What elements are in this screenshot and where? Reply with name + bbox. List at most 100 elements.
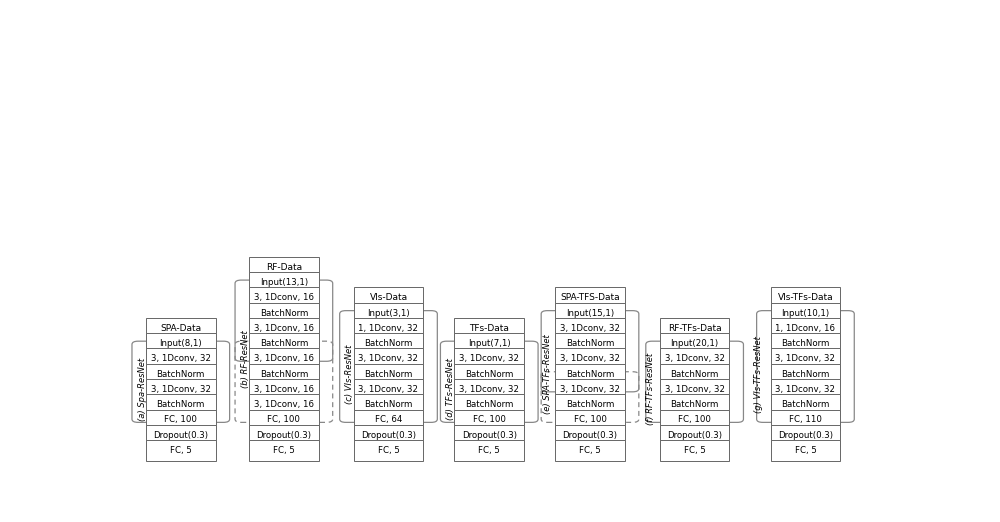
Text: 3, 1Dconv, 32: 3, 1Dconv, 32 (560, 354, 620, 363)
Text: 3, 1Dconv, 16: 3, 1Dconv, 16 (254, 354, 314, 363)
Text: 3, 1Dconv, 32: 3, 1Dconv, 32 (665, 354, 725, 363)
Text: BatchNorm: BatchNorm (260, 339, 308, 348)
Text: 3, 1Dconv, 32: 3, 1Dconv, 32 (459, 385, 519, 394)
FancyBboxPatch shape (454, 425, 524, 446)
Text: Input(20,1): Input(20,1) (671, 339, 719, 348)
Text: FC, 100: FC, 100 (473, 416, 506, 424)
FancyBboxPatch shape (771, 410, 840, 431)
FancyBboxPatch shape (146, 318, 216, 339)
Text: 3, 1Dconv, 32: 3, 1Dconv, 32 (459, 354, 519, 363)
FancyBboxPatch shape (354, 303, 423, 324)
FancyBboxPatch shape (146, 410, 216, 431)
FancyBboxPatch shape (660, 410, 729, 431)
FancyBboxPatch shape (771, 379, 840, 400)
Text: FC, 100: FC, 100 (164, 416, 197, 424)
FancyBboxPatch shape (771, 318, 840, 339)
Text: BatchNorm: BatchNorm (157, 400, 205, 409)
FancyBboxPatch shape (146, 394, 216, 415)
FancyBboxPatch shape (555, 318, 625, 339)
Text: (e) SPA-TFs-ResNet: (e) SPA-TFs-ResNet (543, 334, 552, 414)
Text: FC, 100: FC, 100 (574, 416, 606, 424)
FancyBboxPatch shape (454, 318, 524, 339)
Text: FC, 5: FC, 5 (170, 446, 192, 455)
FancyBboxPatch shape (249, 364, 319, 385)
FancyBboxPatch shape (146, 348, 216, 370)
Text: Dropout(0.3): Dropout(0.3) (462, 431, 517, 440)
FancyBboxPatch shape (354, 410, 423, 431)
FancyBboxPatch shape (454, 348, 524, 370)
FancyBboxPatch shape (454, 379, 524, 400)
FancyBboxPatch shape (249, 303, 319, 324)
FancyBboxPatch shape (771, 364, 840, 385)
Text: TFs-Data: TFs-Data (469, 324, 509, 333)
FancyBboxPatch shape (354, 348, 423, 370)
Text: FC, 5: FC, 5 (795, 446, 816, 455)
Text: BatchNorm: BatchNorm (260, 309, 308, 317)
Text: Dropout(0.3): Dropout(0.3) (361, 431, 416, 440)
Text: Input(8,1): Input(8,1) (159, 339, 202, 348)
Text: (c) VIs-ResNet: (c) VIs-ResNet (345, 345, 354, 404)
Text: BatchNorm: BatchNorm (566, 370, 614, 378)
Text: 3, 1Dconv, 16: 3, 1Dconv, 16 (254, 324, 314, 333)
FancyBboxPatch shape (454, 394, 524, 415)
FancyBboxPatch shape (249, 348, 319, 370)
Text: VIs-TFs-Data: VIs-TFs-Data (778, 293, 833, 302)
Text: VIs-Data: VIs-Data (369, 293, 408, 302)
Text: BatchNorm: BatchNorm (781, 400, 830, 409)
FancyBboxPatch shape (249, 272, 319, 293)
FancyBboxPatch shape (660, 318, 729, 339)
Text: 3, 1Dconv, 32: 3, 1Dconv, 32 (560, 324, 620, 333)
FancyBboxPatch shape (660, 394, 729, 415)
Text: FC, 5: FC, 5 (684, 446, 706, 455)
FancyBboxPatch shape (354, 318, 423, 339)
Text: Input(13,1): Input(13,1) (260, 278, 308, 287)
Text: 3, 1Dconv, 32: 3, 1Dconv, 32 (151, 354, 211, 363)
FancyBboxPatch shape (555, 379, 625, 400)
FancyBboxPatch shape (249, 410, 319, 431)
FancyBboxPatch shape (771, 303, 840, 324)
FancyBboxPatch shape (771, 425, 840, 446)
Text: FC, 100: FC, 100 (267, 416, 300, 424)
Text: Dropout(0.3): Dropout(0.3) (667, 431, 722, 440)
Text: (f) RF-TFs-ResNet: (f) RF-TFs-ResNet (646, 353, 655, 425)
Text: BatchNorm: BatchNorm (670, 400, 719, 409)
Text: BatchNorm: BatchNorm (157, 370, 205, 378)
Text: BatchNorm: BatchNorm (260, 370, 308, 378)
Text: (a) Spa-ResNet: (a) Spa-ResNet (138, 358, 147, 421)
FancyBboxPatch shape (555, 348, 625, 370)
FancyBboxPatch shape (454, 333, 524, 354)
Text: BatchNorm: BatchNorm (781, 370, 830, 378)
Text: RF-TFs-Data: RF-TFs-Data (668, 324, 721, 333)
FancyBboxPatch shape (249, 287, 319, 308)
FancyBboxPatch shape (146, 364, 216, 385)
Text: 3, 1Dconv, 32: 3, 1Dconv, 32 (775, 354, 835, 363)
FancyBboxPatch shape (660, 348, 729, 370)
Text: FC, 100: FC, 100 (678, 416, 711, 424)
Text: Dropout(0.3): Dropout(0.3) (153, 431, 208, 440)
Text: Input(15,1): Input(15,1) (566, 309, 614, 317)
Text: Input(3,1): Input(3,1) (367, 309, 410, 317)
FancyBboxPatch shape (249, 425, 319, 446)
Text: 3, 1Dconv, 16: 3, 1Dconv, 16 (254, 293, 314, 302)
Text: FC, 5: FC, 5 (273, 446, 295, 455)
FancyBboxPatch shape (771, 348, 840, 370)
Text: 3, 1Dconv, 32: 3, 1Dconv, 32 (151, 385, 211, 394)
Text: BatchNorm: BatchNorm (465, 370, 513, 378)
FancyBboxPatch shape (660, 379, 729, 400)
FancyBboxPatch shape (354, 394, 423, 415)
Text: (b) RF-ResNet: (b) RF-ResNet (241, 330, 250, 388)
FancyBboxPatch shape (454, 440, 524, 461)
Text: SPA-Data: SPA-Data (160, 324, 201, 333)
FancyBboxPatch shape (146, 440, 216, 461)
FancyBboxPatch shape (249, 257, 319, 278)
FancyBboxPatch shape (354, 425, 423, 446)
FancyBboxPatch shape (454, 364, 524, 385)
FancyBboxPatch shape (146, 379, 216, 400)
Text: BatchNorm: BatchNorm (465, 400, 513, 409)
FancyBboxPatch shape (249, 318, 319, 339)
Text: FC, 110: FC, 110 (789, 416, 822, 424)
Text: Dropout(0.3): Dropout(0.3) (778, 431, 833, 440)
FancyBboxPatch shape (354, 287, 423, 308)
FancyBboxPatch shape (555, 410, 625, 431)
Text: FC, 64: FC, 64 (375, 416, 402, 424)
